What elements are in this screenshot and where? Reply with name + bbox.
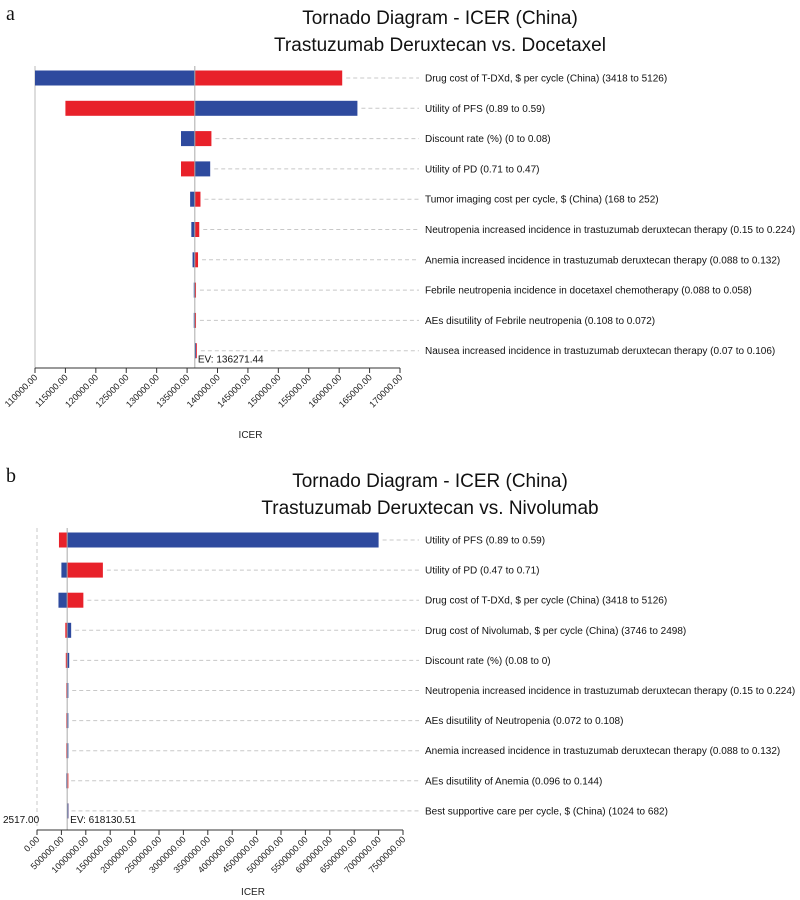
x-tick-label: 170000.00 <box>367 372 404 409</box>
bar-blue <box>67 652 70 668</box>
bar-red <box>194 282 197 298</box>
bar-blue <box>61 562 68 578</box>
bar-red <box>194 70 343 86</box>
parameter-label: Best supportive care per cycle, $ (China… <box>425 806 668 817</box>
ev-label: EV: 136271.44 <box>198 355 264 366</box>
parameter-label: Neutropenia increased incidence in trast… <box>425 225 795 236</box>
chart-subtitle: Trastuzumab Deruxtecan vs. Docetaxel <box>274 35 606 56</box>
parameter-label: Neutropenia increased incidence in trast… <box>425 686 795 697</box>
bar-blue <box>181 131 195 147</box>
parameter-label: AEs disutility of Febrile neutropenia (0… <box>425 316 655 327</box>
min-value-label: 2517.00 <box>3 815 40 826</box>
bar-blue <box>194 161 211 177</box>
bar-red <box>65 100 195 116</box>
bar-red <box>194 191 201 207</box>
bar-red <box>181 161 195 177</box>
bar-blue <box>67 683 69 698</box>
bar-blue <box>67 713 69 729</box>
parameter-label: Nausea increased incidence in trastuzuma… <box>425 346 775 357</box>
bar-blue <box>67 803 69 819</box>
chart-title: Tornado Diagram - ICER (China) <box>292 471 568 492</box>
panel-letter: b <box>6 465 16 487</box>
bar-red <box>194 222 200 237</box>
parameter-label: Utility of PD (0.71 to 0.47) <box>425 164 540 175</box>
tornado-panel-b: b Tornado Diagram - ICER (China) Trastuzum… <box>3 465 795 898</box>
ev-label: EV: 618130.51 <box>70 815 136 826</box>
chart-title: Tornado Diagram - ICER (China) <box>302 8 578 29</box>
bar-blue <box>58 592 68 608</box>
bar-blue <box>191 222 195 237</box>
parameter-label: AEs disutility of Anemia (0.096 to 0.144… <box>425 776 602 787</box>
bar-red <box>194 131 212 147</box>
bar-blue <box>67 532 379 548</box>
parameter-label: Drug cost of T-DXd, $ per cycle (China) … <box>425 596 667 607</box>
parameter-label: AEs disutility of Neutropenia (0.072 to … <box>425 716 623 727</box>
parameter-label: Anemia increased incidence in trastuzuma… <box>425 255 780 266</box>
bar-blue <box>67 743 69 759</box>
bar-red <box>194 312 197 328</box>
bar-red <box>67 773 69 789</box>
parameter-label: Drug cost of T-DXd, $ per cycle (China) … <box>425 74 667 85</box>
x-tick-label: 0.00 <box>22 834 41 853</box>
bar-blue <box>190 191 195 207</box>
bar-blue <box>192 252 195 268</box>
bar-blue <box>67 622 72 638</box>
panel-letter: a <box>6 3 15 25</box>
parameter-label: Discount rate (%) (0 to 0.08) <box>425 134 551 145</box>
bar-blue <box>35 70 195 86</box>
parameter-label: Tumor imaging cost per cycle, $ (China) … <box>425 195 659 206</box>
parameter-label: Febrile neutropenia incidence in docetax… <box>425 286 752 297</box>
parameter-label: Utility of PD (0.47 to 0.71) <box>425 566 540 577</box>
bar-red <box>65 622 68 638</box>
bar-blue <box>194 100 358 116</box>
bar-red <box>194 252 199 268</box>
bar-red <box>67 592 84 608</box>
bar-red <box>58 532 68 548</box>
bar-red <box>67 562 103 578</box>
tornado-panel-a: a Tornado Diagram - ICER (China) Trastuzum… <box>3 3 796 441</box>
parameter-label: Anemia increased incidence in trastuzuma… <box>425 746 780 757</box>
parameter-label: Utility of PFS (0.89 to 0.59) <box>425 104 545 115</box>
parameter-label: Utility of PFS (0.89 to 0.59) <box>425 536 545 547</box>
parameter-label: Discount rate (%) (0.08 to 0) <box>425 656 551 667</box>
x-axis-label: ICER <box>241 887 265 898</box>
bar-red <box>65 652 68 668</box>
chart-subtitle: Trastuzumab Deruxtecan vs. Nivolumab <box>261 498 598 519</box>
parameter-label: Drug cost of Nivolumab, $ per cycle (Chi… <box>425 626 686 637</box>
bar-blue <box>194 343 197 359</box>
x-axis-label: ICER <box>239 430 263 441</box>
